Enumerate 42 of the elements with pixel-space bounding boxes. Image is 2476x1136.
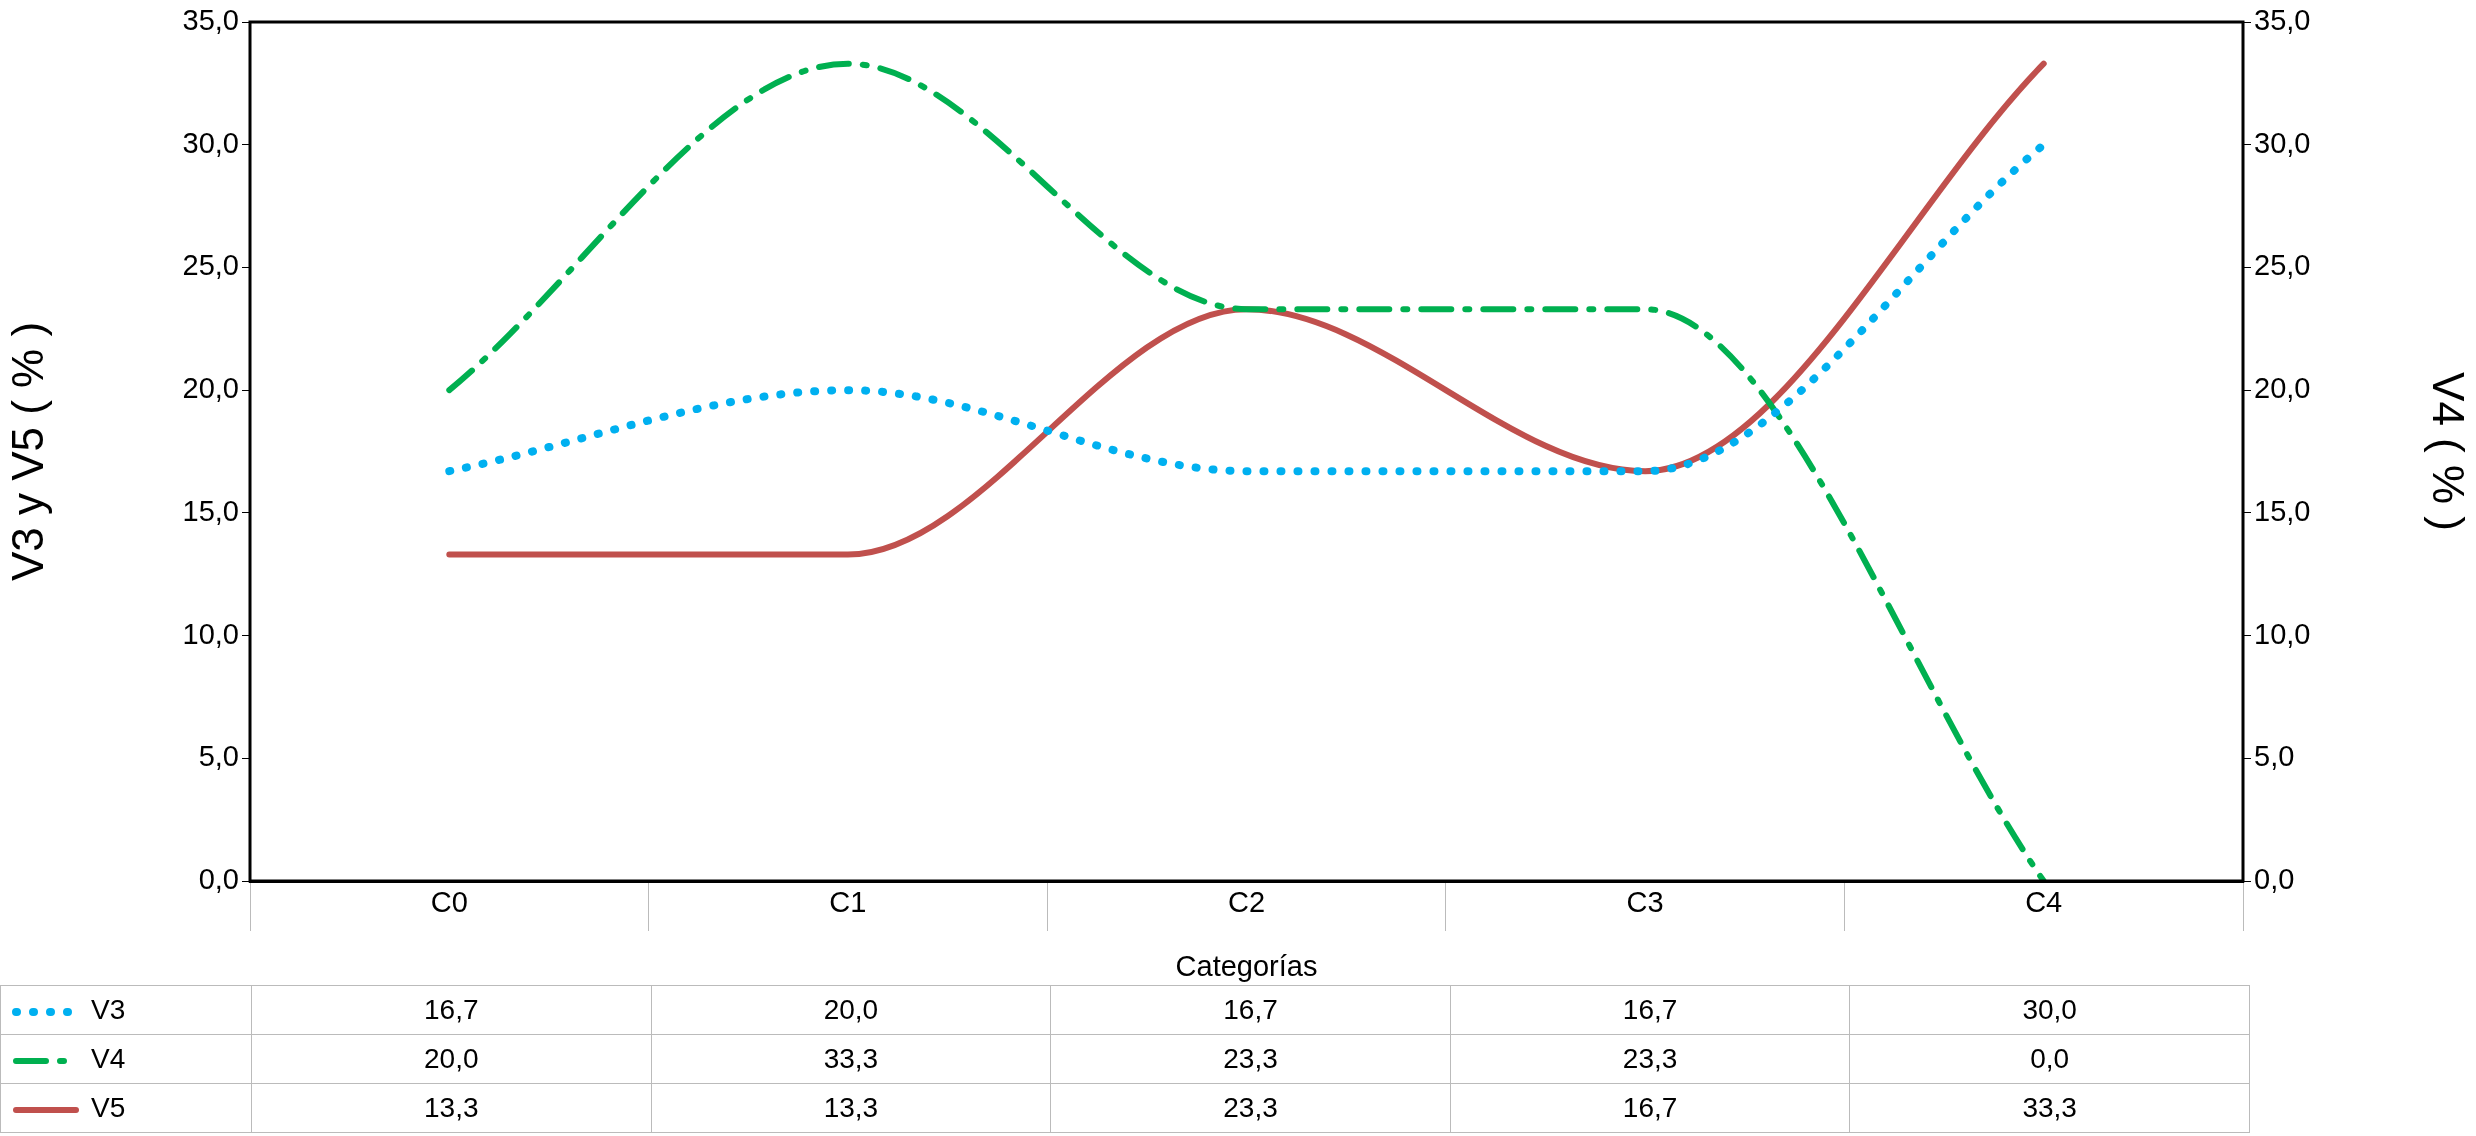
- y-tick-label: 10,0: [182, 617, 239, 650]
- x-tick-label: C3: [1626, 886, 1664, 919]
- y2-tick-label: 20,0: [2254, 372, 2311, 405]
- y-tick-label: 15,0: [182, 494, 239, 527]
- y2-tick-label: 30,0: [2254, 126, 2311, 159]
- x-axis-title: Categorías: [1175, 949, 1318, 982]
- data-label: 30,0: [1849, 985, 2250, 1035]
- data-label: 20,0: [251, 1034, 652, 1084]
- y-tick-label: 20,0: [182, 372, 239, 405]
- x-tick-label: C0: [430, 886, 468, 919]
- y-tick-label: 5,0: [198, 740, 239, 773]
- data-label: 20,0: [651, 985, 1051, 1035]
- y-tick-label: 35,0: [182, 4, 239, 36]
- data-label: 13,3: [651, 1083, 1051, 1133]
- legend-label: V3: [91, 994, 126, 1025]
- legend-label: V5: [91, 1092, 126, 1123]
- y-tick-label: 0,0: [198, 863, 239, 895]
- x-tick-label: C1: [829, 886, 867, 919]
- data-label: 33,3: [1849, 1083, 2250, 1133]
- data-label: 33,3: [651, 1034, 1051, 1084]
- y2-tick-label: 15,0: [2254, 494, 2311, 527]
- x-tick-label: C4: [2025, 886, 2063, 919]
- y-axis-title: V3 y V5 ( % ): [2, 321, 52, 582]
- data-label: 23,3: [1450, 1034, 1850, 1084]
- y2-tick-label: 5,0: [2254, 740, 2295, 773]
- y-tick-label: 30,0: [182, 126, 239, 159]
- data-label: 16,7: [1450, 1083, 1850, 1133]
- y2-axis-title: V4 ( % ): [2424, 372, 2474, 531]
- y2-tick-label: 25,0: [2254, 249, 2311, 282]
- data-label: 13,3: [251, 1083, 652, 1133]
- data-label: 16,7: [1450, 985, 1850, 1035]
- data-label: 23,3: [1050, 1034, 1451, 1084]
- y2-tick-label: 10,0: [2254, 617, 2311, 650]
- legend-label: V4: [91, 1043, 126, 1074]
- y2-tick-label: 35,0: [2254, 4, 2311, 36]
- data-label: 16,7: [251, 985, 652, 1035]
- data-label: 23,3: [1050, 1083, 1451, 1133]
- y2-tick-label: 0,0: [2254, 863, 2295, 895]
- data-label: 16,7: [1050, 985, 1451, 1035]
- y-tick-label: 25,0: [182, 249, 239, 282]
- x-tick-label: C2: [1227, 886, 1266, 919]
- data-label: 0,0: [1849, 1034, 2250, 1084]
